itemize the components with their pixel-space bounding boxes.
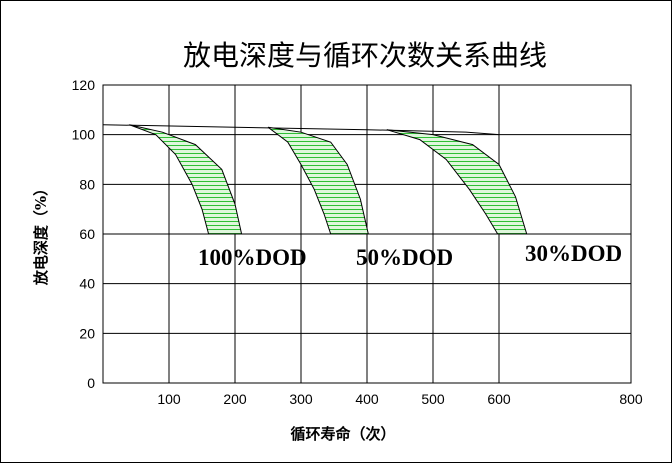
x-tick-label: 200 (223, 391, 247, 407)
x-tick-label: 800 (619, 391, 643, 407)
x-tick-label: 400 (355, 391, 379, 407)
x-tick-label: 300 (289, 391, 313, 407)
band-100-percent-dod (129, 124, 243, 235)
y-tick-label: 60 (79, 226, 95, 242)
y-tick-label: 80 (79, 176, 95, 192)
x-axis-label: 循环寿命（次） (290, 425, 395, 443)
y-tick-label: 20 (79, 325, 95, 341)
y-tick-label: 40 (79, 276, 95, 292)
chart-title: 放电深度与循环次数关系曲线 (183, 39, 547, 72)
series-label: 50%DOD (356, 245, 453, 270)
band-30-percent-dod (386, 129, 528, 235)
x-tick-label: 100 (157, 391, 181, 407)
ticks-layer: 100 200 300 400 500 600 800 0 20 40 60 80 100 120 (72, 77, 643, 407)
series-label: 100%DOD (198, 245, 307, 270)
x-tick-label: 600 (487, 391, 511, 407)
series-label: 30%DOD (525, 241, 622, 266)
y-axis-label: 放电深度（%） (32, 181, 50, 286)
x-tick-label: 500 (421, 391, 445, 407)
series-labels-layer: 100%DOD 50%DOD 30%DOD (198, 241, 622, 270)
y-tick-label: 0 (87, 375, 95, 391)
bands-layer (102, 124, 528, 235)
band-50-percent-dod (267, 126, 369, 235)
y-tick-label: 120 (72, 77, 96, 93)
y-tick-label: 100 (72, 127, 96, 143)
reference-curve (102, 124, 500, 136)
